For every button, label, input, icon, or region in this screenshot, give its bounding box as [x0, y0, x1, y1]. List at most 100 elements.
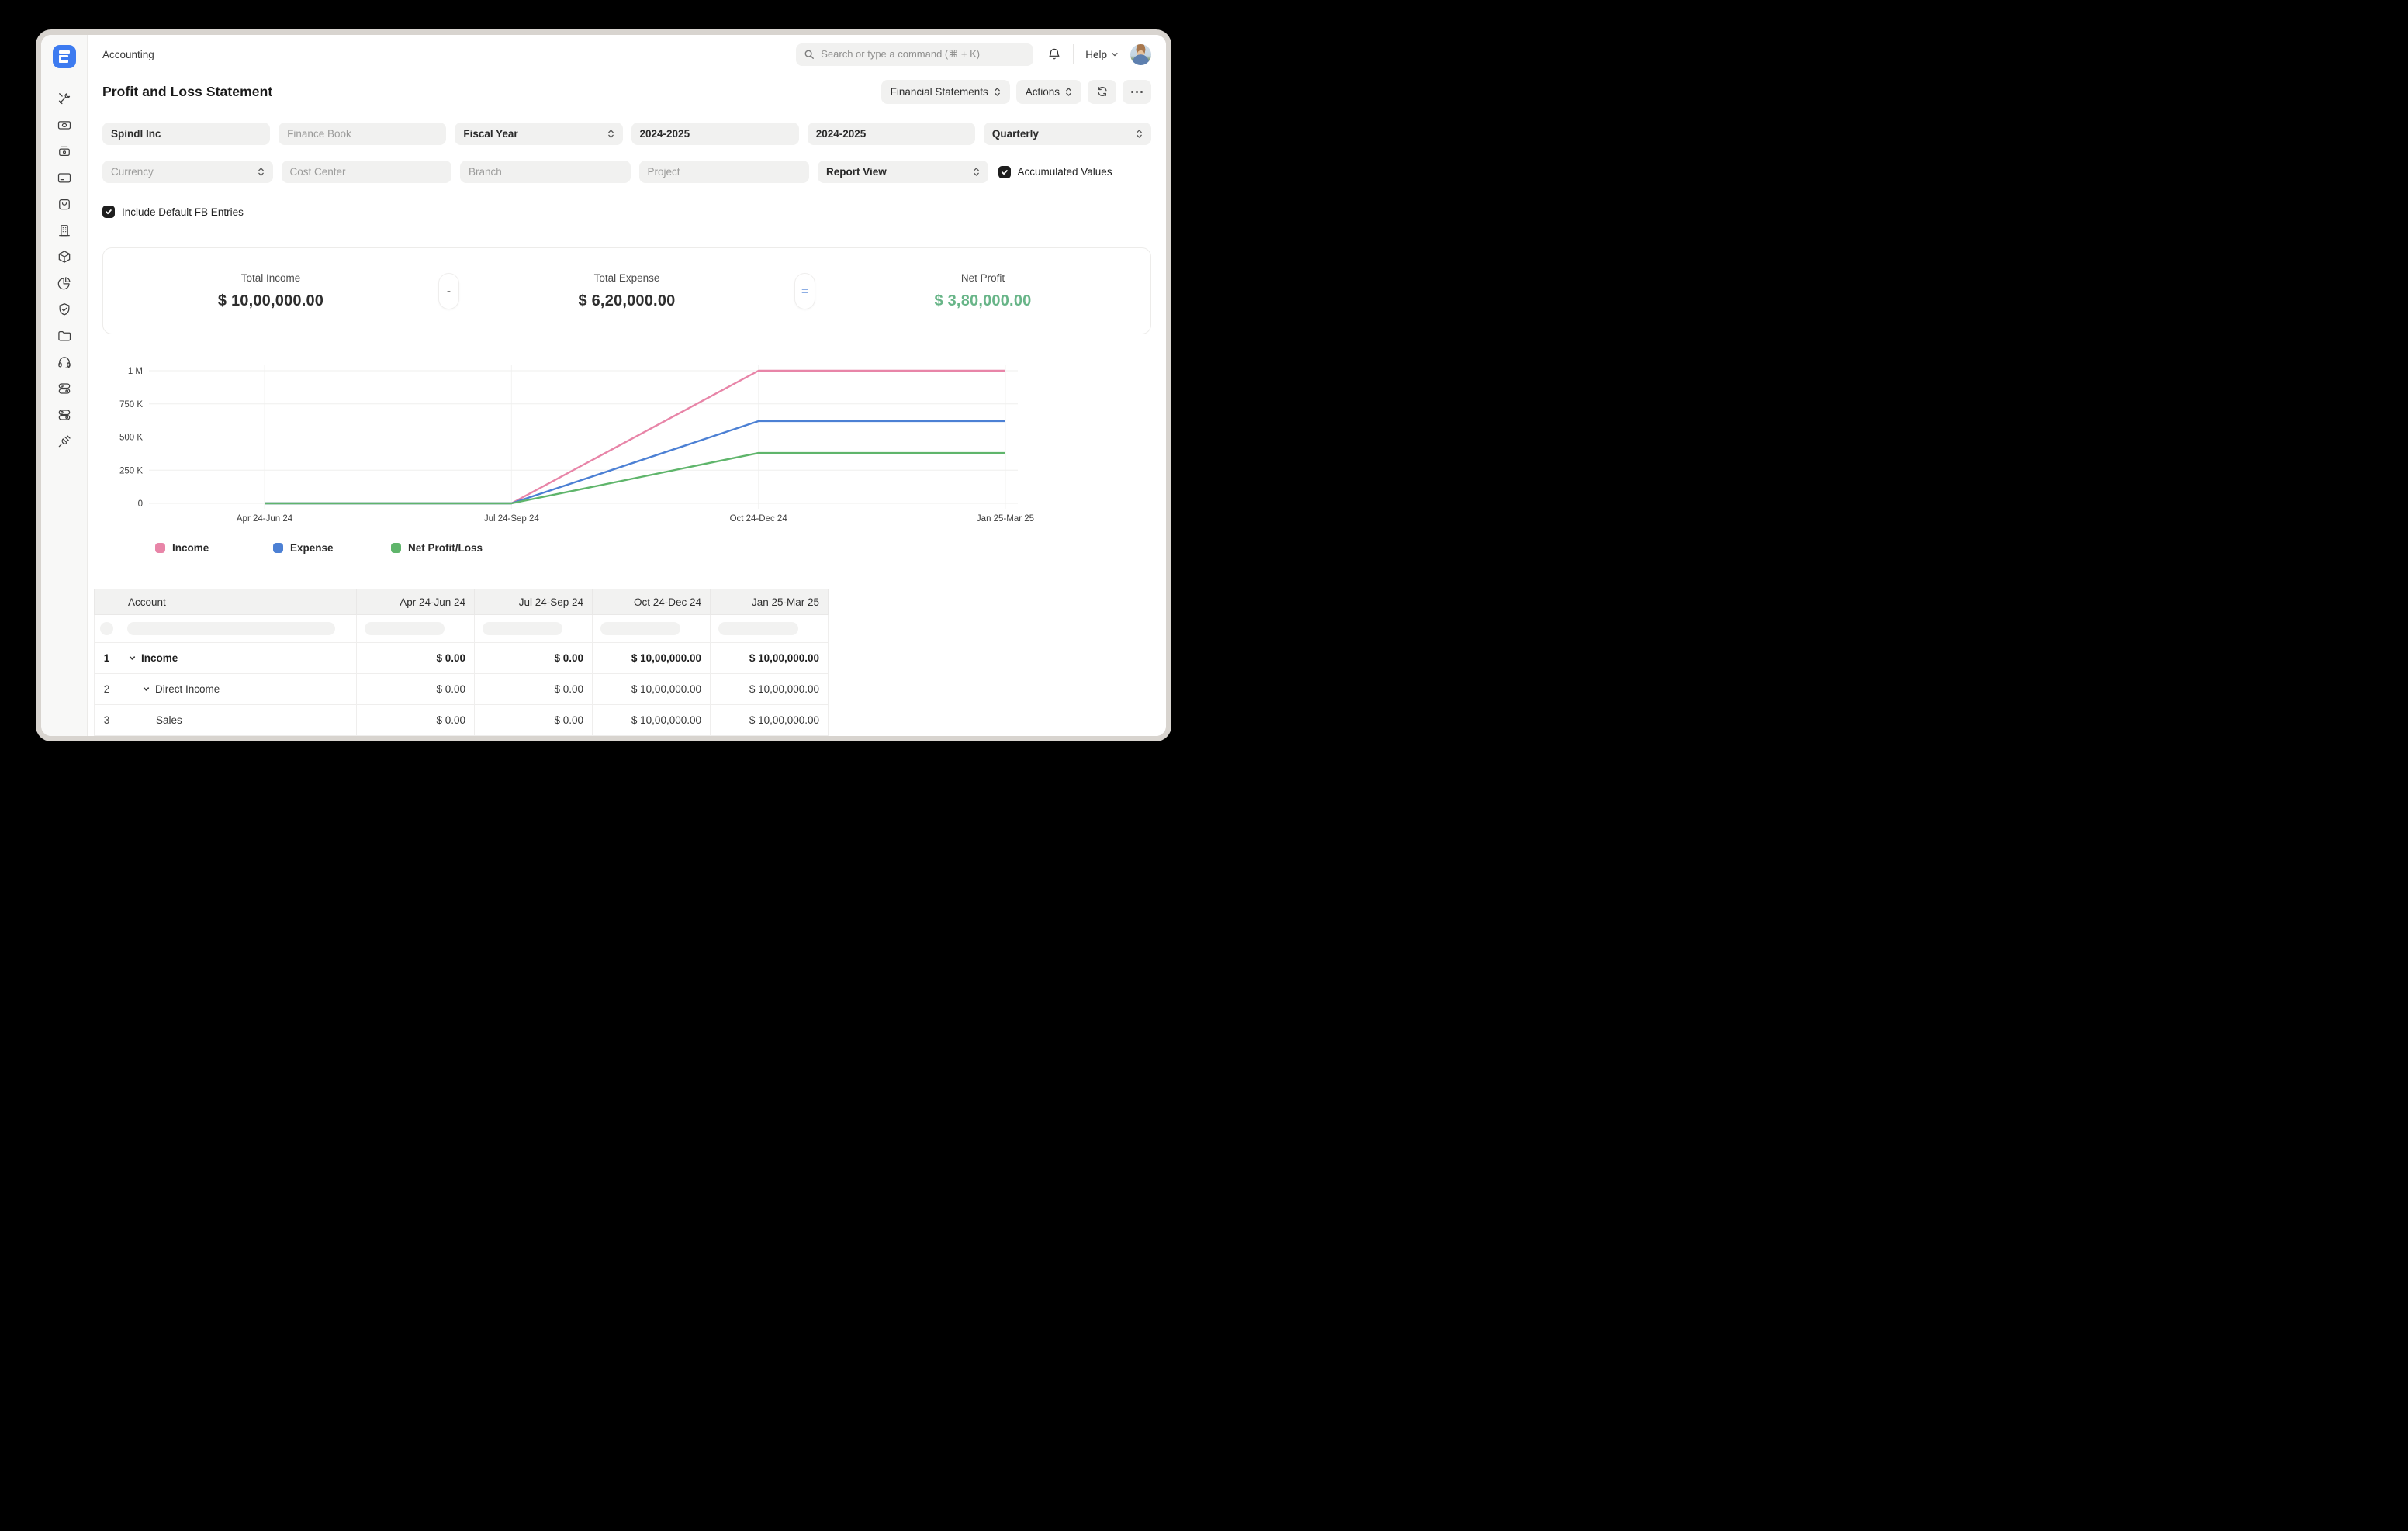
- plug-icon: [58, 435, 71, 448]
- sidebar-item-cash-register[interactable]: [57, 138, 72, 164]
- currency-filter[interactable]: Currency: [102, 161, 273, 183]
- accumulated-values-checkbox[interactable]: [998, 165, 1011, 178]
- sidebar-item-folder[interactable]: [57, 323, 72, 349]
- column-header-jul-24-sep-24[interactable]: Jul 24-Sep 24: [474, 589, 593, 615]
- user-avatar[interactable]: [1130, 43, 1151, 65]
- svg-text:1 M: 1 M: [128, 367, 143, 376]
- refresh-icon: [1097, 87, 1107, 96]
- legend-label: Net Profit/Loss: [408, 542, 483, 554]
- folder-icon: [57, 330, 71, 341]
- sidebar-item-building[interactable]: [57, 217, 72, 244]
- project-filter-label: Project: [647, 166, 680, 178]
- shopping-bag-icon: [58, 199, 70, 210]
- credit-card-icon: [57, 173, 71, 183]
- toggles-icon: [58, 410, 70, 420]
- more-options-button[interactable]: [1123, 79, 1151, 104]
- report-view-filter[interactable]: Report View: [818, 161, 988, 183]
- actions-label: Actions: [1025, 85, 1060, 98]
- summary-card: Total Income $ 10,00,000.00- Total Expense…: [102, 247, 1151, 334]
- sidebar-item-shield-check[interactable]: [57, 296, 72, 323]
- sidebar-item-banknote[interactable]: [57, 112, 72, 138]
- check-icon: [1001, 169, 1008, 175]
- column-header-jan-25-mar-25[interactable]: Jan 25-Mar 25: [710, 589, 829, 615]
- topbar: Accounting Search or type a command (⌘ +…: [88, 35, 1166, 74]
- breadcrumb[interactable]: Accounting: [102, 48, 154, 60]
- account-filter-input[interactable]: [119, 614, 357, 643]
- series-expense: [265, 420, 1005, 505]
- help-menu[interactable]: Help: [1085, 49, 1119, 60]
- include-default-fb-row: Include Default FB Entries: [102, 206, 1151, 218]
- account-label: Income: [141, 652, 178, 664]
- sidebar-item-headset[interactable]: [57, 349, 72, 375]
- value-filter-input[interactable]: [474, 614, 593, 643]
- sidebar-item-credit-card[interactable]: [57, 164, 72, 191]
- value-cell: $ 0.00: [356, 704, 475, 736]
- sidebar-item-shopping-bag[interactable]: [57, 191, 72, 217]
- app-logo[interactable]: [52, 45, 76, 68]
- table-row-sales[interactable]: 3 Sales $ 0.00 $ 0.00 $ 10,00,000.00 $ 10,00,…: [94, 704, 829, 736]
- periodicity-filter-label: Quarterly: [991, 128, 1039, 140]
- table-row-direct-income[interactable]: 2 Direct Income $ 0.00 $ 0.00 $ 10,00,000.00…: [94, 673, 829, 705]
- value-filter-input[interactable]: [592, 614, 711, 643]
- sidebar-item-package[interactable]: [57, 244, 72, 270]
- notifications-button[interactable]: [1047, 47, 1061, 61]
- value-cell: $ 0.00: [474, 642, 593, 674]
- sidebar-item-tools[interactable]: [57, 85, 72, 112]
- value-filter-input[interactable]: [710, 614, 829, 643]
- sidebar-item-plug[interactable]: [57, 428, 72, 454]
- accumulated-values-label: Accumulated Values: [1017, 166, 1112, 178]
- from-fiscal-year-filter[interactable]: 2024-2025: [631, 123, 799, 145]
- table-row-income[interactable]: 1 Income $ 0.00 $ 0.00 $ 10,00,000.00 $ 10,00…: [94, 642, 829, 674]
- to-fiscal-year-filter[interactable]: 2024-2025: [807, 123, 975, 145]
- collapse-chevron-icon[interactable]: [128, 654, 137, 662]
- summary-label: Total Income: [240, 271, 301, 284]
- value-cell: $ 10,00,000.00: [710, 704, 829, 736]
- sidebar-item-toggles[interactable]: [57, 375, 72, 402]
- account-cell: Sales: [119, 704, 357, 736]
- sidebar-item-toggles[interactable]: [57, 402, 72, 428]
- help-label: Help: [1085, 48, 1107, 60]
- table-filter-row: [94, 614, 829, 643]
- check-icon: [106, 209, 112, 215]
- column-header-account[interactable]: Account: [119, 589, 357, 615]
- period-basis-filter-label: Fiscal Year: [463, 128, 518, 140]
- periodicity-filter[interactable]: Quarterly: [983, 123, 1152, 145]
- summary-label: Total Expense: [593, 271, 660, 284]
- legend-swatch: [273, 543, 283, 553]
- svg-text:Apr 24-Jun 24: Apr 24-Jun 24: [237, 514, 293, 524]
- collapse-chevron-icon[interactable]: [142, 685, 150, 693]
- account-cell: Direct Income: [119, 673, 357, 705]
- finance-book-filter[interactable]: Finance Book: [279, 123, 447, 145]
- package-icon: [58, 251, 70, 263]
- currency-filter-label: Currency: [111, 166, 154, 178]
- sidebar-item-pie-chart[interactable]: [57, 270, 72, 296]
- value-cell: $ 0.00: [474, 704, 593, 736]
- cost-center-filter[interactable]: Cost Center: [281, 161, 452, 183]
- period-basis-filter[interactable]: Fiscal Year: [455, 123, 623, 145]
- company-filter-label: Spindl Inc: [111, 128, 161, 140]
- column-header-apr-24-jun-24[interactable]: Apr 24-Jun 24: [356, 589, 475, 615]
- svg-text:Oct 24-Dec 24: Oct 24-Dec 24: [730, 514, 788, 524]
- profit-loss-chart: 0 250 K 500 K 750 K 1 M Apr 24-Jun 24 Jul 24-S…: [119, 365, 1034, 524]
- summary-value: $ 10,00,000.00: [217, 292, 324, 309]
- refresh-button[interactable]: [1088, 79, 1116, 104]
- report-table: Account Apr 24-Jun 24 Jul 24-Sep 24 Oct 24-…: [94, 589, 829, 736]
- cost-center-filter-label: Cost Center: [289, 166, 346, 178]
- include-default-fb-checkbox[interactable]: [102, 206, 115, 218]
- branch-filter[interactable]: Branch: [460, 161, 631, 183]
- actions-dropdown[interactable]: Actions: [1015, 79, 1081, 104]
- value-filter-input[interactable]: [356, 614, 475, 643]
- headset-icon: [57, 357, 71, 368]
- svg-text:750 K: 750 K: [119, 400, 143, 410]
- project-filter[interactable]: Project: [638, 161, 809, 183]
- pie-chart-icon: [57, 277, 71, 290]
- tools-icon: [58, 93, 70, 105]
- account-cell: Income: [119, 642, 357, 674]
- company-filter[interactable]: Spindl Inc: [102, 123, 271, 145]
- column-header-oct-24-dec-24[interactable]: Oct 24-Dec 24: [592, 589, 711, 615]
- report-switcher-dropdown[interactable]: Financial Statements: [881, 79, 1010, 104]
- select-chevrons-icon: [258, 168, 264, 176]
- search-input[interactable]: Search or type a command (⌘ + K): [796, 43, 1034, 66]
- filter-cell[interactable]: [94, 614, 119, 643]
- chevron-down-icon: [1112, 53, 1118, 57]
